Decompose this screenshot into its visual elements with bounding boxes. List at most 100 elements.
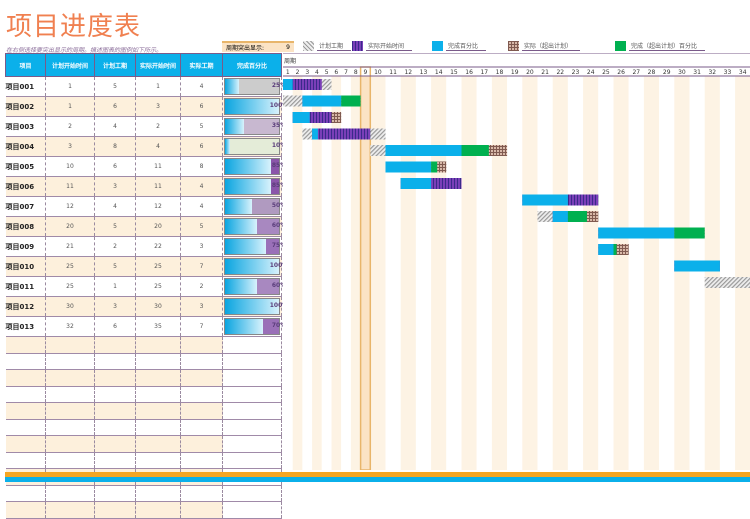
cell-name[interactable]: 项目012 [5, 296, 46, 317]
empty-cell[interactable] [5, 501, 46, 519]
cell-name[interactable]: 项目013 [5, 316, 46, 337]
empty-cell[interactable] [222, 402, 282, 420]
cell-plan_start[interactable]: 10 [45, 156, 95, 177]
empty-cell[interactable] [5, 452, 46, 469]
cell-act_start[interactable]: 12 [135, 196, 181, 217]
cell-pct[interactable]: 85% [222, 156, 286, 177]
empty-cell[interactable] [94, 485, 136, 502]
cell-act_start[interactable]: 1 [135, 76, 181, 97]
cell-name[interactable]: 项目011 [5, 276, 46, 297]
cell-plan_start[interactable]: 11 [45, 176, 95, 197]
cell-name[interactable]: 项目008 [5, 216, 46, 237]
empty-cell[interactable] [5, 402, 46, 420]
cell-act_dur[interactable]: 4 [180, 76, 223, 97]
empty-cell[interactable] [222, 369, 282, 387]
empty-cell[interactable] [222, 336, 282, 354]
cell-act_dur[interactable]: 4 [180, 176, 223, 197]
cell-act_start[interactable]: 20 [135, 216, 181, 237]
empty-cell[interactable] [5, 336, 46, 354]
empty-cell[interactable] [45, 353, 95, 370]
empty-cell[interactable] [94, 435, 136, 453]
cell-pct[interactable]: 50% [222, 196, 286, 217]
cell-plan_dur[interactable]: 5 [94, 76, 136, 97]
cell-plan_dur[interactable]: 4 [94, 196, 136, 217]
empty-cell[interactable] [5, 353, 46, 370]
empty-cell[interactable] [45, 435, 95, 453]
empty-cell[interactable] [135, 435, 181, 453]
empty-cell[interactable] [222, 452, 282, 469]
cell-plan_start[interactable]: 2 [45, 116, 95, 137]
empty-cell[interactable] [135, 336, 181, 354]
cell-plan_start[interactable]: 12 [45, 196, 95, 217]
cell-name[interactable]: 项目006 [5, 176, 46, 197]
empty-cell[interactable] [94, 336, 136, 354]
cell-pct[interactable]: 100% [222, 256, 288, 277]
empty-cell[interactable] [222, 435, 282, 453]
cell-plan_dur[interactable]: 4 [94, 116, 136, 137]
cell-plan_dur[interactable]: 5 [94, 216, 136, 237]
empty-cell[interactable] [5, 435, 46, 453]
cell-act_start[interactable]: 11 [135, 156, 181, 177]
empty-cell[interactable] [94, 353, 136, 370]
empty-cell[interactable] [135, 369, 181, 387]
empty-cell[interactable] [94, 402, 136, 420]
cell-plan_start[interactable]: 3 [45, 136, 95, 157]
cell-act_start[interactable]: 25 [135, 276, 181, 297]
empty-cell[interactable] [180, 386, 223, 403]
highlight-value[interactable]: 9 [286, 44, 290, 51]
cell-plan_start[interactable]: 25 [45, 256, 95, 277]
empty-cell[interactable] [135, 452, 181, 469]
cell-pct[interactable]: 10% [222, 136, 286, 157]
empty-cell[interactable] [180, 369, 223, 387]
cell-plan_dur[interactable]: 3 [94, 296, 136, 317]
cell-plan_start[interactable]: 1 [45, 76, 95, 97]
cell-pct[interactable]: 100% [222, 296, 288, 317]
cell-act_dur[interactable]: 5 [180, 116, 223, 137]
empty-cell[interactable] [135, 501, 181, 519]
cell-plan_dur[interactable]: 8 [94, 136, 136, 157]
cell-plan_start[interactable]: 20 [45, 216, 95, 237]
cell-act_dur[interactable]: 6 [180, 96, 223, 117]
empty-cell[interactable] [135, 386, 181, 403]
empty-cell[interactable] [222, 386, 282, 403]
cell-name[interactable]: 项目009 [5, 236, 46, 257]
cell-plan_dur[interactable]: 2 [94, 236, 136, 257]
cell-plan_start[interactable]: 30 [45, 296, 95, 317]
empty-cell[interactable] [180, 402, 223, 420]
empty-cell[interactable] [45, 336, 95, 354]
cell-plan_dur[interactable]: 1 [94, 276, 136, 297]
cell-act_dur[interactable]: 3 [180, 236, 223, 257]
cell-name[interactable]: 项目003 [5, 116, 46, 137]
cell-plan_start[interactable]: 32 [45, 316, 95, 337]
highlight-period-field[interactable]: 周期突出显示: 9 [222, 41, 294, 52]
cell-act_start[interactable]: 22 [135, 236, 181, 257]
cell-name[interactable]: 项目004 [5, 136, 46, 157]
cell-act_dur[interactable]: 8 [180, 156, 223, 177]
empty-cell[interactable] [222, 353, 282, 370]
empty-cell[interactable] [5, 485, 46, 502]
empty-cell[interactable] [222, 419, 282, 436]
cell-pct[interactable]: 35% [222, 116, 286, 137]
empty-cell[interactable] [180, 435, 223, 453]
cell-name[interactable]: 项目002 [5, 96, 46, 117]
cell-act_start[interactable]: 35 [135, 316, 181, 337]
empty-cell[interactable] [222, 501, 282, 519]
cell-act_dur[interactable]: 5 [180, 216, 223, 237]
cell-pct[interactable]: 25% [222, 76, 286, 97]
cell-name[interactable]: 项目001 [5, 76, 46, 97]
cell-pct[interactable]: 70% [222, 316, 286, 337]
empty-cell[interactable] [45, 369, 95, 387]
cell-act_dur[interactable]: 2 [180, 276, 223, 297]
cell-name[interactable]: 项目010 [5, 256, 46, 277]
empty-cell[interactable] [135, 419, 181, 436]
empty-cell[interactable] [94, 501, 136, 519]
empty-cell[interactable] [45, 485, 95, 502]
cell-act_start[interactable]: 25 [135, 256, 181, 277]
cell-plan_start[interactable]: 21 [45, 236, 95, 257]
cell-pct[interactable]: 75% [222, 236, 286, 257]
cell-plan_dur[interactable]: 5 [94, 256, 136, 277]
cell-plan_dur[interactable]: 6 [94, 96, 136, 117]
cell-plan_dur[interactable]: 3 [94, 176, 136, 197]
cell-name[interactable]: 项目005 [5, 156, 46, 177]
cell-act_dur[interactable]: 6 [180, 136, 223, 157]
